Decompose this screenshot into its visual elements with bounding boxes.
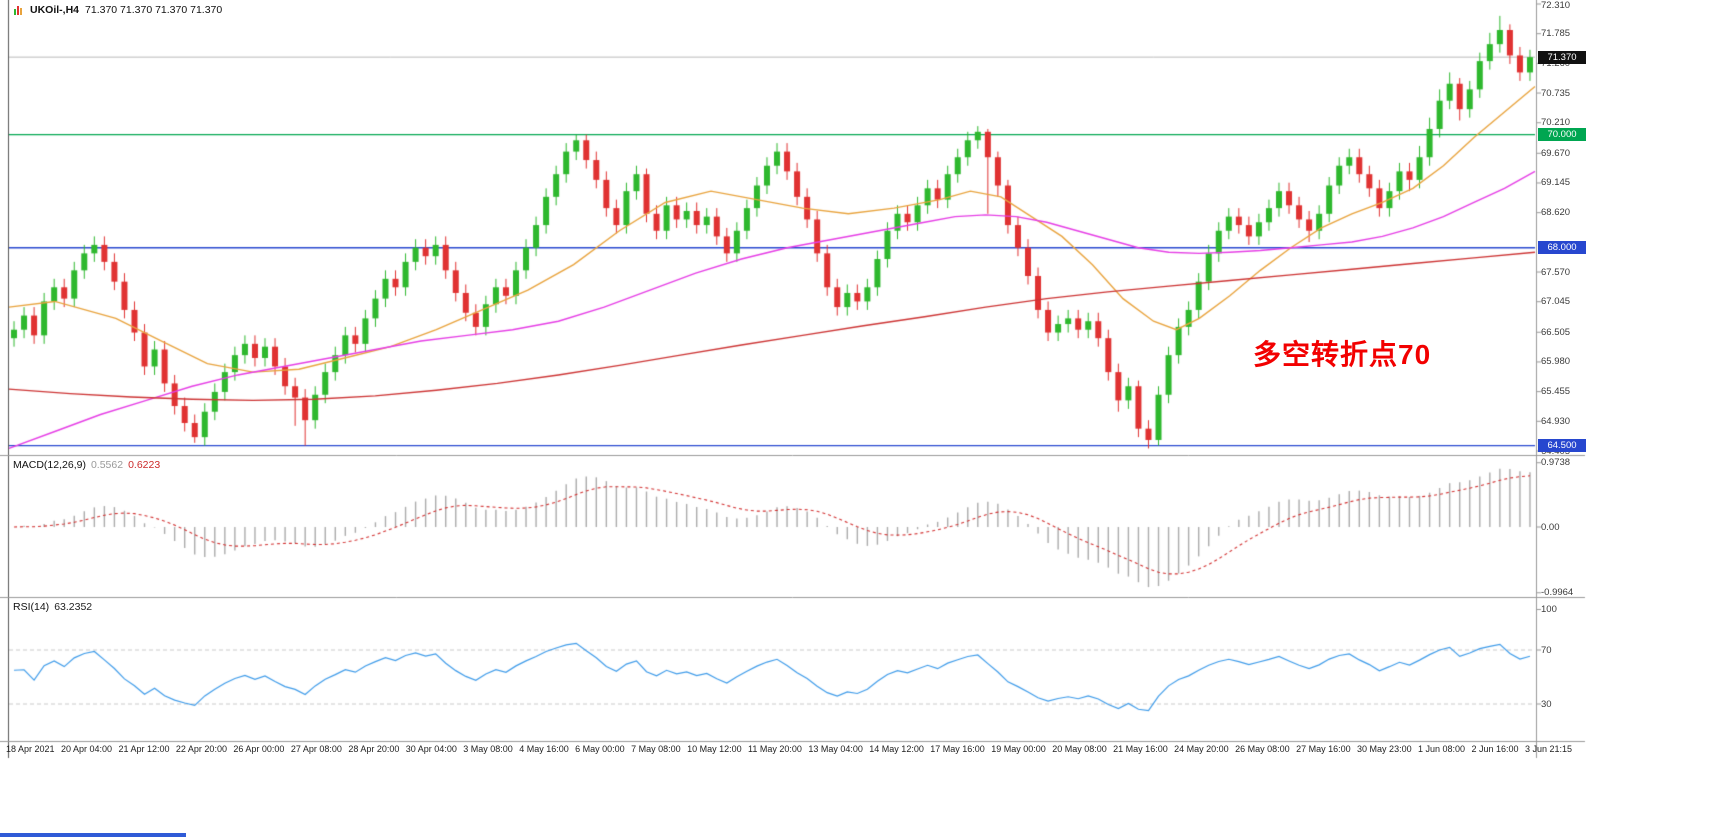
price-axis-label: 66.505: [1541, 326, 1571, 338]
time-axis-label: 28 Apr 20:00: [348, 744, 400, 754]
time-axis-label: 26 Apr 00:00: [233, 744, 285, 754]
time-axis-label: 3 Jun 21:15: [1524, 744, 1572, 754]
time-axis-label: 24 May 20:00: [1174, 744, 1229, 754]
time-axis-label: 26 May 08:00: [1235, 744, 1290, 754]
time-axis-label: 27 May 16:00: [1296, 744, 1351, 754]
symbol-timeframe: UKOil-,H4: [30, 4, 80, 16]
macd-value-1: 0.5562: [90, 459, 124, 471]
window-bottom-accent: [0, 833, 186, 837]
rsi-axis-label: 30: [1541, 698, 1552, 710]
annotation-text: 多空转折点70: [1253, 339, 1432, 370]
price-axis-label: 64.930: [1541, 415, 1571, 427]
price-badge: 71.370: [1538, 50, 1586, 64]
rsi-axis-label: 70: [1541, 644, 1552, 656]
macd-axis-label: 0.9738: [1541, 457, 1571, 469]
ohlc-values: 71.370 71.370 71.370 71.370: [85, 4, 223, 16]
macd-panel-header: MACD(12,26,9) 0.5562 0.6223: [13, 459, 160, 471]
time-axis-label: 1 Jun 08:00: [1418, 744, 1466, 754]
price-axis-label: 72.310: [1541, 0, 1571, 11]
macd-value-2: 0.6223: [128, 459, 161, 471]
price-axis-label: 71.785: [1541, 28, 1571, 40]
price-axis-label: 70.735: [1541, 87, 1571, 99]
macd-axis-label: 0.00: [1541, 521, 1560, 533]
rsi-name: RSI(14): [13, 601, 50, 613]
time-axis[interactable]: 18 Apr 2021 20 Apr 04:00 21 Apr 12:00 22 Ap…: [6, 744, 1572, 754]
price-badge: 70.000: [1538, 128, 1586, 142]
time-axis-label: 11 May 20:00: [748, 744, 802, 754]
price-axis[interactable]: 72.31071.78571.26070.73570.21069.67069.1…: [1537, 0, 1607, 758]
price-axis-label: 70.210: [1541, 117, 1571, 129]
time-axis-label: 4 May 16:00: [519, 744, 569, 754]
price-axis-label: 68.620: [1541, 207, 1571, 219]
macd-axis-label: -0.9964: [1541, 587, 1574, 599]
rsi-axis: 100 70 30: [1537, 0, 1607, 758]
time-axis-label: 20 Apr 04:00: [60, 744, 113, 754]
price-axis-label: 67.045: [1541, 296, 1571, 308]
price-badge: 64.500: [1538, 439, 1586, 453]
time-axis-label: 2 Jun 16:00: [1471, 744, 1519, 754]
macd-name: MACD(12,26,9): [13, 459, 86, 471]
price-axis-label: 67.570: [1541, 266, 1571, 278]
rsi-panel-header: RSI(14) 63.2352: [13, 601, 92, 613]
time-axis-label: 21 Apr 12:00: [118, 744, 170, 754]
price-axis-label: 65.980: [1541, 356, 1571, 368]
time-axis-label: 17 May 16:00: [930, 744, 985, 754]
chart-icon: [13, 5, 24, 16]
time-axis-label: 30 May 23:00: [1357, 744, 1412, 754]
time-axis-label: 7 May 08:00: [631, 744, 681, 754]
time-axis-label: 10 May 12:00: [687, 744, 742, 754]
time-axis-label: 21 May 16:00: [1113, 744, 1168, 754]
time-axis-label: 19 May 00:00: [991, 744, 1046, 754]
rsi-axis-label: 100: [1541, 604, 1557, 615]
time-axis-label: 18 Apr 2021: [6, 744, 55, 754]
time-axis-label: 13 May 04:00: [808, 744, 863, 754]
time-axis-label: 6 May 00:00: [575, 744, 625, 754]
rsi-value: 63.2352: [54, 601, 93, 613]
chart-title: UKOil-,H4 71.370 71.370 71.370 71.370: [13, 4, 222, 16]
price-axis-label: 69.670: [1541, 147, 1571, 159]
price-axis-label: 65.455: [1541, 386, 1571, 398]
price-badge: 68.000: [1538, 241, 1586, 255]
time-axis-label: 14 May 12:00: [869, 744, 924, 754]
time-axis-label: 30 Apr 04:00: [405, 744, 457, 754]
time-axis-label: 22 Apr 20:00: [175, 744, 227, 754]
price-axis-label: 69.145: [1541, 177, 1571, 189]
time-axis-label: 3 May 08:00: [463, 744, 513, 754]
macd-axis: 0.9738 0.00 -0.9964: [1537, 0, 1607, 758]
time-axis-label: 27 Apr 08:00: [290, 744, 342, 754]
time-axis-label: 20 May 08:00: [1052, 744, 1107, 754]
